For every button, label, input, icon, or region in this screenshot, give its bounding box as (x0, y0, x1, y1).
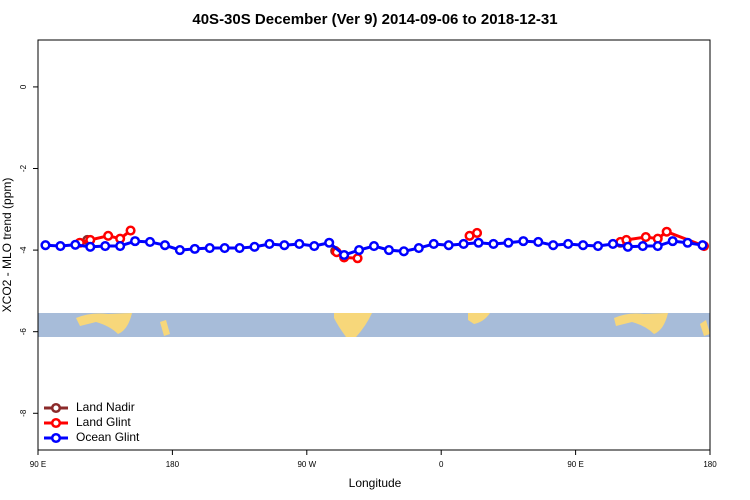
data-point (219, 243, 230, 254)
data-point (352, 253, 363, 264)
data-point (70, 239, 81, 250)
data-point (339, 249, 350, 261)
y-tick-label: -4 (19, 246, 28, 254)
y-axis-label: XCO2 - MLO trend (ppm) (0, 178, 14, 313)
x-tick-label: 0 (439, 460, 444, 469)
chart-title: 40S-30S December (Ver 9) 2014-09-06 to 2… (192, 11, 557, 28)
data-point (682, 237, 693, 248)
legend-marker (50, 402, 62, 414)
x-tick-label: 90 W (297, 460, 316, 469)
data-point (174, 245, 185, 256)
data-point (234, 243, 245, 254)
data-point (471, 227, 483, 239)
data-point (578, 240, 589, 251)
data-point (652, 240, 663, 252)
legend-label: Land Nadir (76, 400, 135, 414)
data-point (103, 230, 114, 241)
x-tick-label: 180 (703, 460, 717, 469)
data-point (264, 238, 275, 250)
legend-label: Land Glint (76, 415, 131, 429)
y-tick-label: -6 (19, 328, 28, 336)
data-point (204, 243, 215, 254)
data-point (697, 240, 708, 251)
data-point (413, 243, 424, 254)
data-point (55, 240, 66, 252)
data-point (368, 240, 380, 252)
y-tick-label: 0 (19, 84, 28, 89)
data-point (622, 241, 633, 252)
map-strip (38, 313, 710, 337)
data-point (637, 240, 648, 252)
data-point (667, 236, 678, 247)
data-point (458, 238, 469, 250)
data-point (130, 236, 141, 247)
data-point (115, 240, 126, 252)
y-tick-label: -8 (19, 409, 28, 417)
legend-label: Ocean Glint (76, 430, 140, 444)
plot-frame (37, 39, 711, 451)
x-tick-label: 180 (166, 460, 180, 469)
data-point (383, 245, 394, 256)
data-point (443, 240, 454, 251)
data-point (518, 236, 529, 247)
data-point (189, 243, 200, 254)
data-point (144, 236, 156, 247)
data-point (159, 240, 170, 251)
y-tick-label: -2 (19, 164, 28, 172)
data-point (592, 240, 604, 252)
data-point (661, 226, 672, 237)
data-point (85, 241, 96, 252)
data-point (607, 238, 618, 250)
data-point (100, 240, 111, 252)
x-tick-label: 90 E (30, 460, 46, 469)
data-point (533, 236, 544, 247)
x-tick-label: 90 E (567, 460, 583, 469)
x-axis-label: Longitude (349, 476, 402, 490)
data-point (249, 241, 260, 252)
data-point (563, 238, 574, 250)
legend-marker (50, 432, 62, 444)
data-point (309, 240, 320, 252)
data-point (40, 240, 51, 251)
data-point (324, 237, 335, 248)
data-point (354, 245, 365, 256)
data-point (548, 240, 559, 251)
data-point (398, 246, 409, 257)
data-point (279, 240, 290, 251)
data-point (294, 238, 305, 250)
data-point (428, 238, 439, 250)
data-point (473, 237, 484, 248)
data-point (125, 225, 136, 236)
data-point (640, 231, 651, 243)
data-point (503, 237, 514, 248)
data-point (488, 238, 499, 250)
legend-marker (50, 417, 62, 429)
